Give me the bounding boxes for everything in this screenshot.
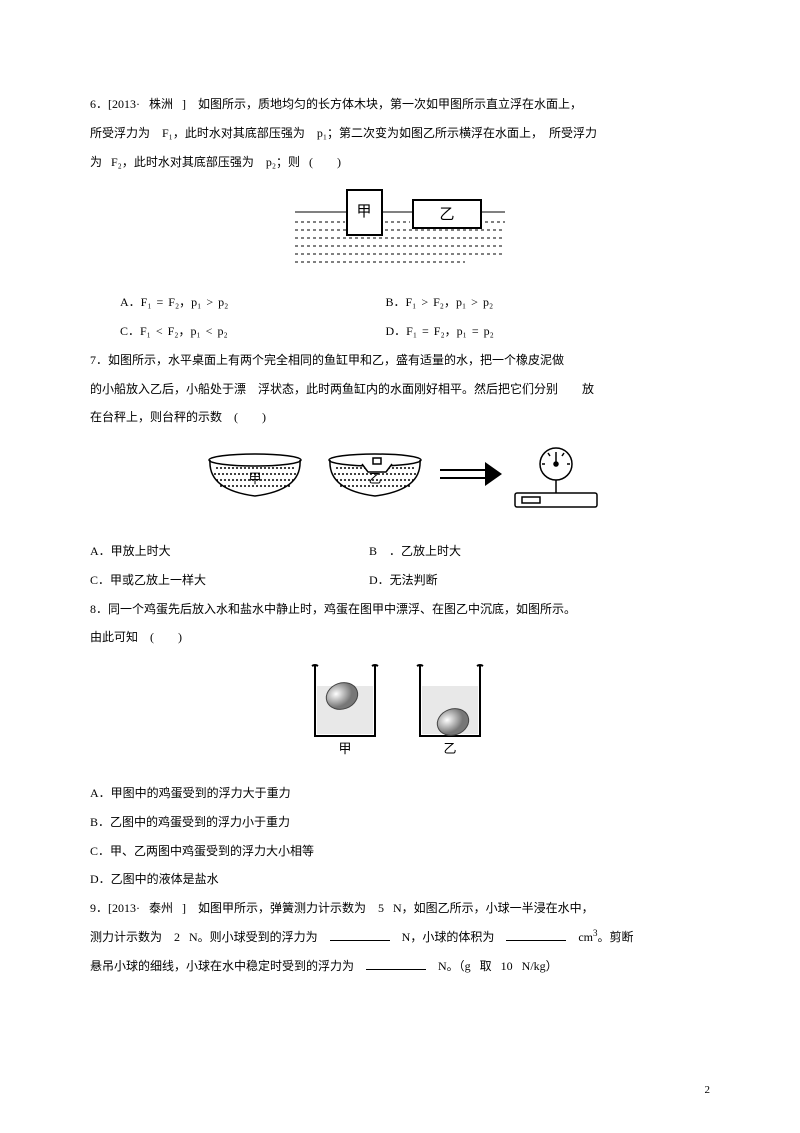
q6-line1: 6．[2013· 株洲 ] 如图所示，质地均匀的长方体木块，第一次如甲图所示直立… bbox=[90, 90, 710, 119]
q7-optC: C．甲或乙放上一样大 bbox=[90, 566, 369, 595]
q6-line2: 所受浮力为 F₁，此时水对其底部压强为 p₁；第二次变为如图乙所示横浮在水面上，… bbox=[90, 119, 710, 148]
q8-line1: 8．同一个鸡蛋先后放入水和盐水中静止时，鸡蛋在图甲中漂浮、在图乙中沉底，如图所示… bbox=[90, 595, 710, 624]
blank1 bbox=[330, 928, 390, 941]
q8-optB: B．乙图中的鸡蛋受到的浮力小于重力 bbox=[90, 808, 710, 837]
q6-optD: D．F₁ = F₂，p₁ = p₂ bbox=[386, 317, 652, 346]
q7-fig-yi: 乙 bbox=[368, 471, 381, 486]
q6-fig-jia: 甲 bbox=[356, 204, 371, 220]
q6-optC: C．F₁ < F₂，p₁ < p₂ bbox=[120, 317, 386, 346]
q7-optA: A．甲放上时大 bbox=[90, 537, 369, 566]
q9-line3a: 悬吊小球的细线，小球在水中稳定时受到的浮力为 bbox=[90, 959, 366, 973]
q7-fig-jia: 甲 bbox=[248, 471, 261, 486]
q8-fig-jia: 甲 bbox=[338, 741, 351, 756]
q9-line2: 测力计示数为 2 N。则小球受到的浮力为 N，小球的体积为 cm3。剪断 bbox=[90, 923, 710, 952]
q6-fig-yi: 乙 bbox=[439, 207, 454, 223]
exam-page: 6．[2013· 株洲 ] 如图所示，质地均匀的长方体木块，第一次如甲图所示直立… bbox=[0, 0, 800, 1133]
q8-figure: 甲 乙 bbox=[90, 658, 710, 769]
q9-line2b: N，小球的体积为 bbox=[390, 930, 507, 944]
q8-optA: A．甲图中的鸡蛋受到的浮力大于重力 bbox=[90, 779, 710, 808]
q6-optB: B．F₁ > F₂，p₁ > p₂ bbox=[386, 288, 652, 317]
q7-optD: D．无法判断 bbox=[369, 566, 648, 595]
q9-line2c: cm bbox=[566, 930, 593, 944]
q6-figure: 甲 乙 bbox=[90, 182, 710, 278]
page-number: 2 bbox=[705, 1077, 711, 1103]
q6-optA: A．F₁ = F₂，p₁ > p₂ bbox=[120, 288, 386, 317]
q9-line2a: 测力计示数为 2 N。则小球受到的浮力为 bbox=[90, 930, 330, 944]
q8-line2: 由此可知 ( ) bbox=[90, 623, 710, 652]
q8-fig-yi: 乙 bbox=[443, 741, 456, 756]
q7-line3: 在台秤上，则台秤的示数 ( ) bbox=[90, 403, 710, 432]
q7-line1: 7．如图所示，水平桌面上有两个完全相同的鱼缸甲和乙，盛有适量的水，把一个橡皮泥做 bbox=[90, 346, 710, 375]
blank2 bbox=[506, 928, 566, 941]
q8-options: A．甲图中的鸡蛋受到的浮力大于重力 B．乙图中的鸡蛋受到的浮力小于重力 C．甲、… bbox=[90, 779, 710, 894]
q6-options: A．F₁ = F₂，p₁ > p₂ B．F₁ > F₂，p₁ > p₂ C．F₁… bbox=[120, 288, 710, 346]
q7-line2: 的小船放入乙后，小船处于漂 浮状态，此时两鱼缸内的水面刚好相平。然后把它们分别 … bbox=[90, 375, 710, 404]
q8-optC: C．甲、乙两图中鸡蛋受到的浮力大小相等 bbox=[90, 837, 710, 866]
q9-line2d: 。剪断 bbox=[598, 930, 634, 944]
q9-line3b: N。（g 取 10 N/kg） bbox=[426, 959, 558, 973]
q9-line1: 9．[2013· 泰州 ] 如图甲所示，弹簧测力计示数为 5 N，如图乙所示，小… bbox=[90, 894, 710, 923]
q8-optD: D．乙图中的液体是盐水 bbox=[90, 865, 710, 894]
q6-line3: 为 F₂，此时水对其底部压强为 p₂；则 ( ) bbox=[90, 148, 710, 177]
q7-optB: B ．乙放上时大 bbox=[369, 537, 648, 566]
q7-options: A．甲放上时大 B ．乙放上时大 C．甲或乙放上一样大 D．无法判断 bbox=[90, 537, 710, 595]
q9-line3: 悬吊小球的细线，小球在水中稳定时受到的浮力为 N。（g 取 10 N/kg） bbox=[90, 952, 710, 981]
blank3 bbox=[366, 957, 426, 970]
q7-figure: 甲 乙 bbox=[90, 438, 710, 527]
